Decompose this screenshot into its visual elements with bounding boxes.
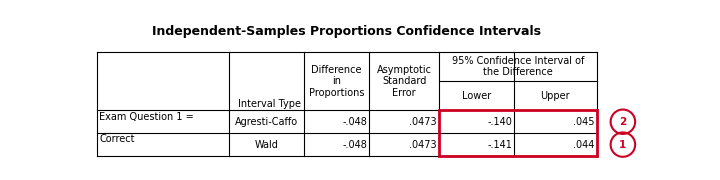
Text: -.141: -.141 (487, 140, 512, 150)
Text: Interval Type: Interval Type (238, 99, 302, 109)
Text: -.048: -.048 (342, 140, 367, 150)
Text: 2: 2 (619, 117, 626, 127)
Text: Upper: Upper (541, 91, 570, 101)
Text: Correct: Correct (99, 134, 135, 144)
Text: Agresti-Caffo: Agresti-Caffo (235, 117, 298, 127)
Text: Wald: Wald (255, 140, 279, 150)
Text: Independent-Samples Proportions Confidence Intervals: Independent-Samples Proportions Confiden… (152, 25, 541, 38)
Text: Asymptotic
Standard
Error: Asymptotic Standard Error (377, 65, 432, 98)
Text: Exam Question 1 =: Exam Question 1 = (99, 112, 194, 122)
Text: -.140: -.140 (487, 117, 512, 127)
Text: Lower: Lower (462, 91, 491, 101)
Text: Difference
in
Proportions: Difference in Proportions (309, 65, 364, 98)
Text: .0473: .0473 (409, 140, 437, 150)
Text: 95% Confidence Interval of
the Difference: 95% Confidence Interval of the Differenc… (451, 56, 584, 77)
Text: .045: .045 (573, 117, 595, 127)
Text: 1: 1 (619, 140, 626, 150)
Bar (439, 110, 597, 156)
Text: .0473: .0473 (409, 117, 437, 127)
Text: -.048: -.048 (342, 117, 367, 127)
Text: .044: .044 (573, 140, 595, 150)
